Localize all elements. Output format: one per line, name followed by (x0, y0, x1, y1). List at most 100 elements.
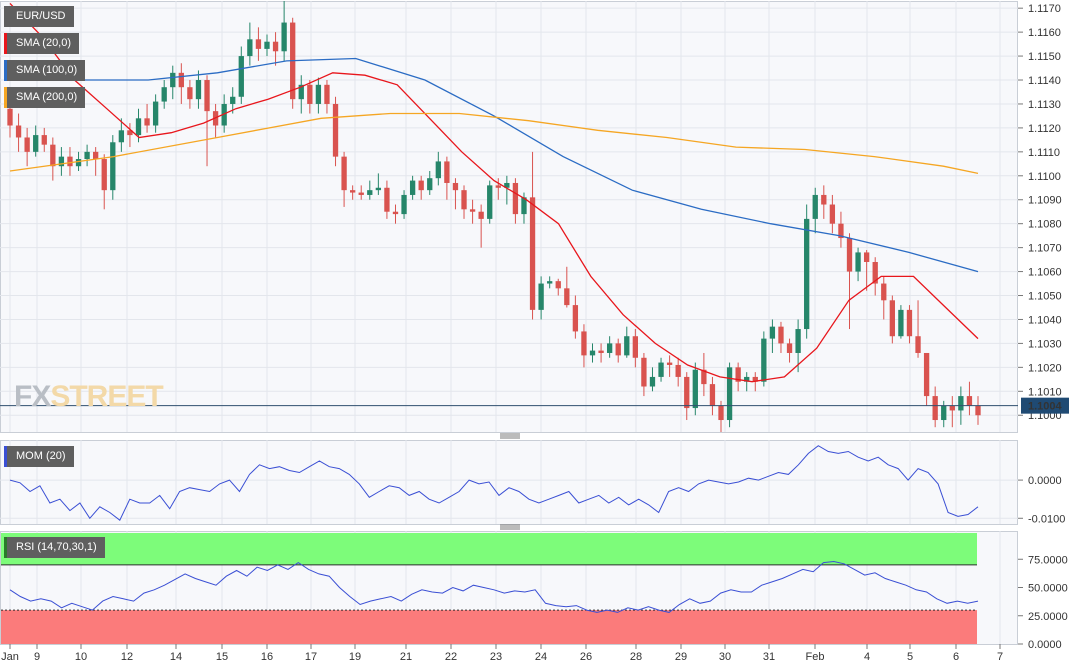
candle-body (606, 343, 613, 353)
candle-body (50, 144, 56, 167)
candle-body (195, 80, 202, 100)
candle-body (735, 367, 741, 382)
time-tick-label: 29 (675, 651, 687, 663)
candle-body (15, 125, 22, 138)
rsi-line (9, 560, 979, 613)
time-tick-label: 30 (719, 651, 731, 663)
price-tick-label: 1.1120 (1028, 123, 1061, 135)
candle-body (341, 156, 347, 191)
candle-body (941, 405, 947, 421)
rsi-label: RSI (14,70,30,1) (4, 537, 105, 558)
last-price-box (1021, 397, 1069, 414)
candle-body (478, 211, 484, 219)
candle-body (170, 72, 176, 88)
time-tick-label: 21 (400, 651, 412, 663)
price-tick-label: 1.1150 (1028, 51, 1061, 63)
time-tick-label: 22 (445, 651, 457, 663)
candle-body (392, 211, 399, 215)
candle-body (624, 336, 630, 356)
candle-body (118, 130, 125, 143)
candle-body (401, 194, 407, 215)
candle-body (144, 118, 150, 126)
candle-body (110, 142, 116, 191)
candle-body (418, 180, 424, 191)
candle-body (915, 336, 921, 353)
candle-body (298, 84, 304, 100)
candle-body (238, 56, 244, 97)
candle-body (752, 376, 758, 382)
candle-body (829, 204, 836, 224)
candle-body (33, 135, 39, 152)
time-tick-label: 26 (580, 651, 592, 663)
rsi-tick-label: 0.0000 (1028, 639, 1062, 651)
candle-body (332, 103, 339, 157)
rsi-oversold-zone (1, 610, 977, 644)
candle-body (547, 281, 553, 284)
mom-label: MOM (20) (4, 446, 74, 467)
rsi-tick-label: 75.0000 (1028, 554, 1068, 566)
candle-body (255, 39, 262, 49)
candle-body (504, 182, 510, 188)
time-tick-label: 15 (216, 651, 228, 663)
candle-body (24, 137, 30, 152)
candle-body (692, 369, 698, 409)
candle-body (932, 396, 938, 421)
fxstreet-watermark: FXSTREET (14, 380, 164, 413)
candle-body (444, 161, 450, 183)
candle-body (409, 180, 416, 195)
symbol-label: EUR/USD (4, 6, 74, 27)
candle-body (230, 96, 236, 104)
candle-body (863, 252, 870, 262)
candle-body (93, 151, 99, 160)
candle-body (906, 309, 913, 337)
candle-body (649, 376, 656, 387)
sma100-line (9, 57, 979, 273)
candle-body (769, 326, 776, 339)
candle-body (966, 396, 973, 406)
candle-body (521, 197, 527, 215)
candle-body (315, 84, 322, 104)
candle-body (264, 41, 270, 49)
candle-body (701, 369, 707, 385)
rsi-overbought-zone (1, 533, 977, 565)
sma200-label: SMA (200,0) (4, 87, 86, 108)
price-tick-label: 1.1170 (1028, 3, 1061, 15)
candle-body (75, 159, 82, 167)
time-tick-label: 5 (907, 651, 913, 663)
time-tick-label: 6 (953, 651, 959, 663)
price-tick-label: 1.1020 (1028, 362, 1062, 374)
candle-body (101, 159, 107, 191)
candle-body (572, 305, 579, 332)
price-tick-label: 1.1140 (1028, 75, 1061, 87)
price-tick-label: 1.1160 (1028, 27, 1061, 39)
candle-body (581, 331, 587, 356)
price-tick-label: 1.1100 (1028, 171, 1061, 183)
time-tick-label: 24 (535, 651, 547, 663)
price-tick-label: 1.1060 (1028, 267, 1062, 279)
candle-body (658, 362, 664, 377)
time-tick-label: 17 (305, 651, 317, 663)
candle-body (786, 343, 793, 353)
candle-body (761, 338, 767, 382)
candle-body (435, 161, 441, 179)
rsi-tick-label: 50.0000 (1028, 583, 1068, 595)
candle-body (846, 238, 853, 272)
candle-body (41, 135, 47, 145)
price-tick-label: 1.1080 (1028, 219, 1062, 231)
time-tick-label: 23 (490, 651, 502, 663)
candle-body (161, 87, 167, 102)
candle-body (487, 185, 493, 219)
candle-body (127, 130, 133, 136)
candle-body (469, 209, 476, 212)
candle-body (821, 194, 827, 205)
last-price-label: 1.1004 (1028, 401, 1063, 413)
mom-tick-label: -0.0100 (1028, 513, 1065, 525)
mom-tick-label: 0.0000 (1028, 475, 1062, 487)
time-tick-label: 10 (75, 651, 87, 663)
candle-body (795, 329, 801, 353)
candle-body (564, 288, 570, 306)
candle-body (495, 185, 501, 188)
time-tick-label: 14 (170, 651, 182, 663)
candle-body (375, 187, 382, 191)
candle-body (923, 352, 930, 397)
